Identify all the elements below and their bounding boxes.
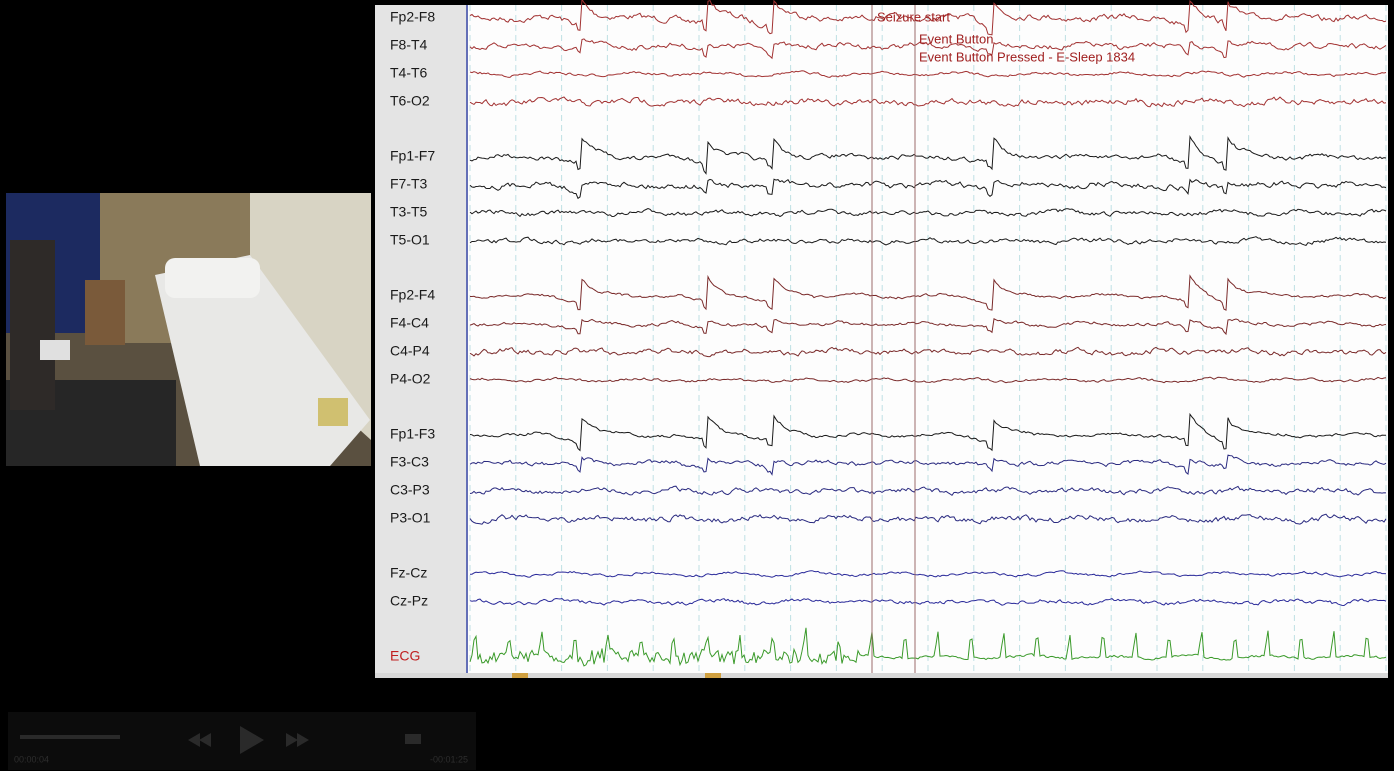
channel-label: Fz-Cz — [390, 565, 427, 581]
video — [6, 193, 371, 466]
annotation: Seizure start — [877, 9, 950, 24]
elapsed-time: 00:00:04 — [14, 754, 49, 764]
channel-label: T5-O1 — [390, 232, 430, 248]
eeg-trace — [469, 135, 1387, 175]
eeg-panel — [375, 5, 1388, 678]
eeg-trace — [469, 0, 1387, 36]
scrollbar[interactable] — [375, 673, 1388, 678]
eeg-trace — [469, 346, 1387, 358]
eeg-trace — [469, 454, 1387, 476]
eeg-trace — [469, 178, 1387, 200]
channel-label: Fp1-F7 — [390, 148, 435, 164]
channel-labels: Fp2-F8 F8-T4 T4-T6 T6-O2 Fp1-F7 F7-T3 T3-T5 T5-… — [390, 9, 435, 664]
eeg-trace — [469, 236, 1387, 246]
channel-label: C3-P3 — [390, 482, 430, 498]
play-button[interactable] — [240, 726, 264, 754]
eeg-trace — [469, 70, 1387, 78]
eeg-trace — [469, 485, 1387, 496]
eeg-trace — [469, 597, 1387, 607]
channel-label: Cz-Pz — [390, 593, 428, 609]
forward-button[interactable] — [297, 733, 309, 747]
channel-label: F4-C4 — [390, 315, 429, 331]
channel-label: F3-C3 — [390, 454, 429, 470]
rewind-button[interactable] — [199, 733, 211, 747]
eeg-trace — [470, 570, 1387, 578]
label-column — [375, 5, 466, 678]
eeg-trace — [469, 513, 1387, 525]
traces — [469, 0, 1387, 667]
channel-label: T6-O2 — [390, 93, 430, 109]
channel-label: T4-T6 — [390, 65, 428, 81]
annotation: Event Button — [919, 31, 993, 46]
grid — [469, 5, 1387, 673]
eeg-trace — [469, 376, 1387, 384]
remaining-time: -00:01:25 — [430, 754, 468, 764]
eeg-trace — [469, 627, 1387, 667]
annotation: Event Button Pressed - E-Sleep 1834 — [919, 49, 1135, 64]
scroll-marker — [512, 673, 528, 678]
rewind-button[interactable] — [188, 733, 200, 747]
channel-label: F7-T3 — [390, 176, 428, 192]
channel-label: Fp2-F4 — [390, 287, 435, 303]
eeg-trace — [469, 412, 1387, 452]
player-controls: 00:00:04 -00:01:25 — [8, 712, 476, 770]
forward-button[interactable] — [286, 733, 298, 747]
volume-slider[interactable] — [20, 735, 120, 739]
eeg-trace — [470, 274, 1387, 311]
channel-label: F8-T4 — [390, 37, 428, 53]
channel-label: P4-O2 — [390, 371, 431, 387]
channel-label: T3-T5 — [390, 204, 428, 220]
scroll-marker — [705, 673, 721, 678]
eeg-trace — [469, 207, 1387, 218]
channel-label: ECG — [390, 648, 420, 664]
channel-label: Fp1-F3 — [390, 426, 435, 442]
eeg-trace — [469, 96, 1387, 108]
eeg-trace — [469, 38, 1387, 60]
channel-label: Fp2-F8 — [390, 9, 435, 25]
channel-label: C4-P4 — [390, 343, 430, 359]
eeg-trace — [469, 318, 1387, 336]
channel-label: P3-O1 — [390, 510, 431, 526]
caption-button[interactable] — [405, 734, 421, 744]
